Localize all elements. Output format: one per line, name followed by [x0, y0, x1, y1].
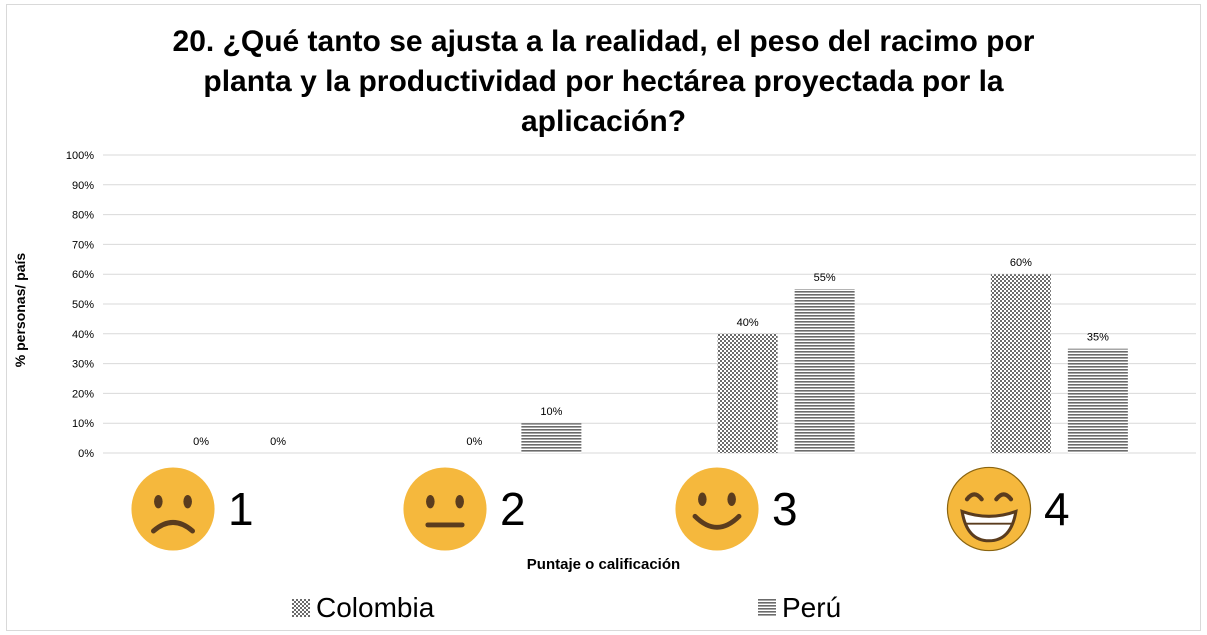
category-label-4: 4: [1044, 483, 1070, 535]
y-tick-label: 10%: [72, 418, 94, 430]
legend-swatch-colombia: [292, 599, 310, 617]
y-tick-label: 0%: [78, 448, 94, 460]
y-tick-label: 80%: [72, 210, 94, 222]
chart-frame: [6, 4, 1201, 631]
slightly-smiling-face-icon: [673, 465, 761, 558]
bar-colombia-3: [717, 333, 778, 453]
category-label-1: 1: [228, 483, 254, 535]
data-label: 60%: [1010, 257, 1032, 269]
bar-perú-2: [521, 423, 582, 453]
x-axis-title: Puntaje o calificación: [526, 556, 681, 573]
data-label: 10%: [540, 406, 562, 418]
bar-perú-4: [1067, 348, 1128, 453]
y-tick-label: 40%: [72, 329, 94, 341]
data-label: 55%: [814, 272, 836, 284]
y-tick-label: 100%: [66, 150, 94, 162]
category-label-3: 3: [772, 483, 798, 535]
y-tick-label: 70%: [72, 239, 94, 251]
data-label: 0%: [193, 436, 209, 448]
bar-perú-3: [794, 289, 855, 453]
y-tick-label: 90%: [72, 180, 94, 192]
frowning-face-icon: [129, 465, 217, 558]
chart-title-line-2: planta y la productividad por hectárea p…: [203, 65, 1004, 98]
chart-title-line-3: aplicación?: [520, 105, 687, 138]
y-tick-label: 60%: [72, 269, 94, 281]
y-tick-label: 50%: [72, 299, 94, 311]
bar-colombia-4: [990, 274, 1051, 453]
legend-label-peru: Perú: [782, 592, 842, 623]
grinning-face-icon: [945, 465, 1033, 558]
legend-item-colombia: Colombia: [292, 590, 434, 626]
category-label-2: 2: [500, 483, 526, 535]
data-label: 0%: [270, 436, 286, 448]
y-axis-title: % personas/ país: [12, 252, 28, 368]
y-tick-label: 20%: [72, 388, 94, 400]
y-tick-label: 30%: [72, 359, 94, 371]
legend-swatch-peru: [758, 599, 776, 617]
neutral-face-icon: [401, 465, 489, 558]
chart-title: 20. ¿Qué tanto se ajusta a la realidad, …: [0, 22, 1207, 142]
data-label: 40%: [737, 317, 759, 329]
data-label: 0%: [466, 436, 482, 448]
legend-label-colombia: Colombia: [316, 592, 435, 623]
data-label: 35%: [1087, 332, 1109, 344]
chart-title-line-1: 20. ¿Qué tanto se ajusta a la realidad, …: [172, 25, 1035, 58]
legend-item-peru: Perú: [758, 590, 841, 626]
